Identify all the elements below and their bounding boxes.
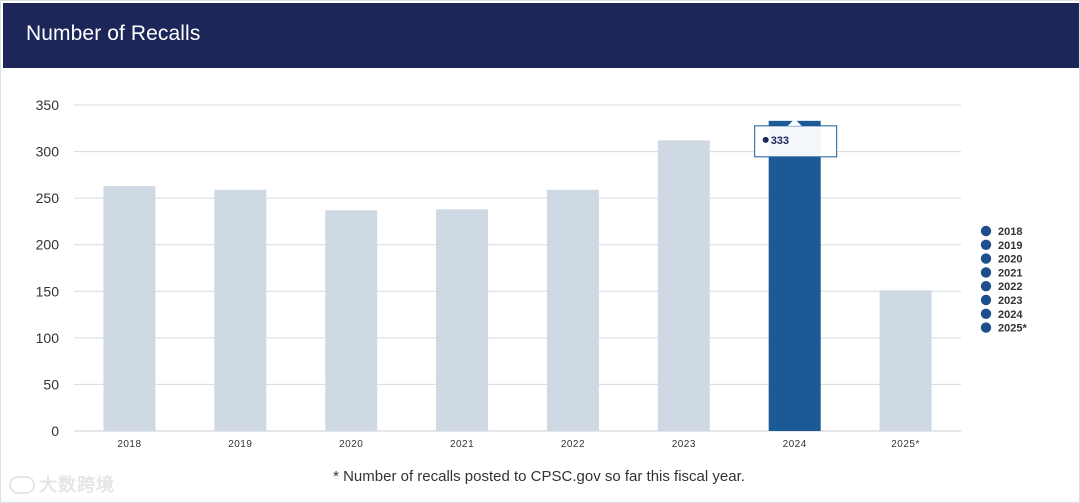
bars — [103, 120, 932, 431]
tooltip-value: 333 — [771, 135, 789, 147]
watermark-logo-icon — [9, 476, 35, 494]
bar-2024[interactable] — [768, 120, 821, 431]
panel-header: Number of Recalls — [3, 3, 1079, 68]
legend-marker-icon — [980, 225, 992, 237]
bar-2021[interactable] — [436, 209, 489, 431]
watermark: 大数跨境 — [9, 471, 115, 497]
y-tick-label: 250 — [36, 190, 60, 206]
chart-footnote: * Number of recalls posted to CPSC.gov s… — [333, 468, 745, 485]
legend-marker-icon — [980, 281, 992, 292]
legend-item[interactable]: 2023 — [998, 295, 1022, 307]
legend-item[interactable]: 2022 — [998, 281, 1022, 293]
bar-2019[interactable] — [214, 189, 267, 431]
legend-marker-icon — [980, 239, 992, 250]
y-tick-label: 50 — [43, 376, 59, 392]
bar-2020[interactable] — [325, 210, 378, 431]
legend-item[interactable]: 2025* — [998, 323, 1027, 335]
y-tick-label: 0 — [51, 423, 59, 439]
y-tick-label: 350 — [36, 97, 60, 113]
legend-item[interactable]: 2020 — [998, 254, 1022, 266]
y-tick-label: 150 — [36, 283, 60, 299]
legend-marker-icon — [980, 253, 992, 264]
bar-2022[interactable] — [546, 189, 599, 431]
page-title: Number of Recalls — [26, 22, 201, 45]
x-tick-label: 2024 — [783, 439, 807, 450]
x-tick-label: 2025* — [891, 439, 920, 450]
bar-2018[interactable] — [103, 186, 156, 431]
x-tick-label: 2018 — [117, 439, 141, 450]
legend-marker-icon — [980, 308, 992, 319]
x-tick-label: 2023 — [672, 439, 696, 450]
x-axis-ticks: 2018 2019 2020 2021 2022 2023 2024 2025* — [117, 439, 920, 450]
legend-marker-icon — [980, 294, 992, 306]
bar-2023[interactable] — [657, 140, 710, 431]
y-tick-label: 300 — [36, 144, 60, 160]
y-tick-label: 200 — [36, 237, 60, 253]
legend-marker-icon — [980, 267, 992, 278]
x-tick-label: 2020 — [339, 439, 363, 450]
legend-item[interactable]: 2018 — [998, 226, 1022, 238]
tooltip-box — [754, 125, 838, 158]
legend-marker-icon — [980, 322, 992, 333]
y-axis-ticks: 0 50 100 150 200 250 300 350 — [36, 97, 60, 439]
x-tick-label: 2022 — [561, 439, 585, 450]
legend-item[interactable]: 2021 — [998, 267, 1022, 279]
value-tooltip: 333 — [754, 118, 838, 158]
tooltip-bullet-icon — [762, 136, 769, 143]
tooltip-pointer — [787, 118, 802, 126]
bar-2025-star[interactable] — [879, 290, 932, 431]
x-tick-label: 2019 — [228, 439, 252, 450]
watermark-text: 大数跨境 — [39, 475, 115, 495]
legend-item[interactable]: 2019 — [998, 240, 1022, 252]
legend-item[interactable]: 2024 — [998, 309, 1023, 321]
x-tick-label: 2021 — [450, 439, 474, 450]
y-tick-label: 100 — [36, 330, 60, 346]
